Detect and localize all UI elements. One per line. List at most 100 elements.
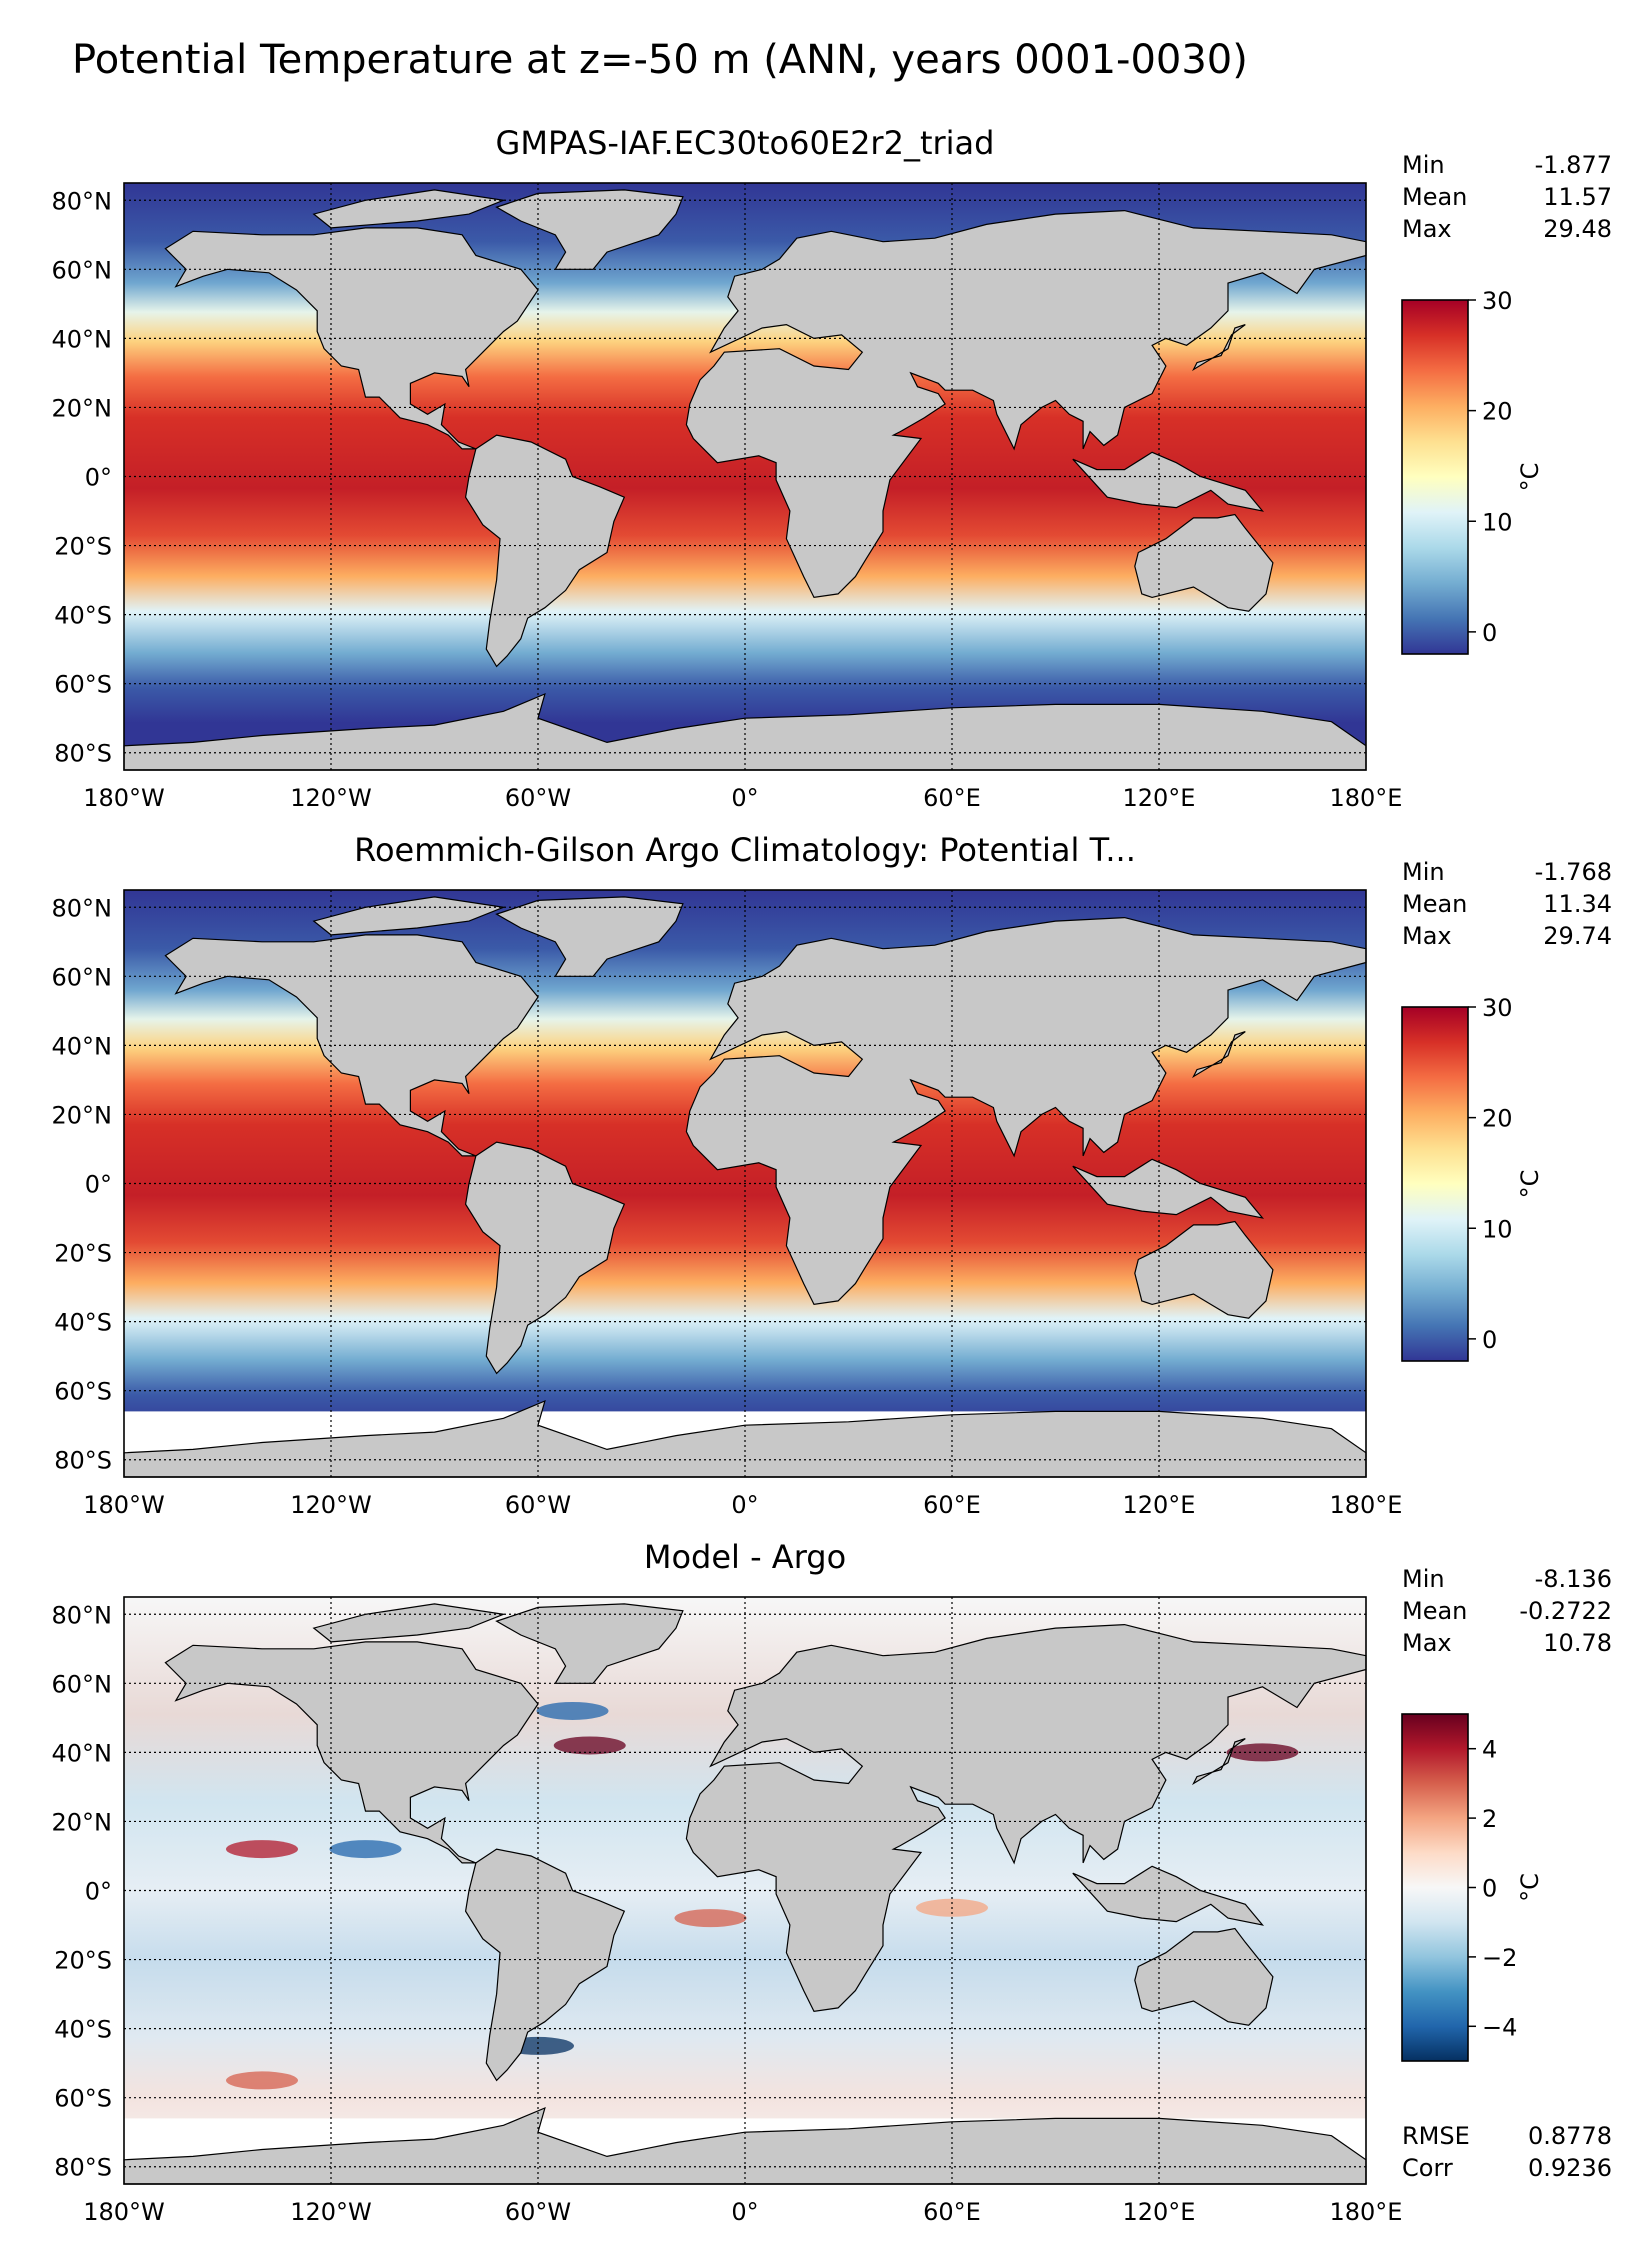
y-tick-label: 80°N	[52, 1601, 113, 1629]
colorbar-tick-label: 4	[1482, 1736, 1497, 1764]
colorbar-tick-label: 20	[1482, 398, 1513, 426]
y-tick-label: 80°S	[54, 740, 112, 768]
x-tick-label: 60°E	[923, 1491, 981, 1519]
land-indonesia	[1072, 1865, 1265, 1926]
stat-value: -8.136	[1535, 1565, 1612, 1593]
land-eurasia-africa	[685, 916, 1367, 1306]
stat-label: Mean	[1402, 183, 1467, 211]
land-north-america	[164, 1641, 539, 1864]
land-japan-nz	[1192, 324, 1246, 372]
colorbar-bar	[1401, 1713, 1469, 2062]
colorbar: 0 10 20 30 °C	[1401, 287, 1544, 655]
land-australia	[1134, 1220, 1274, 1319]
land-indonesia	[1072, 451, 1265, 512]
x-tick-label: 60°W	[505, 784, 571, 812]
colorbar-tick-label: 2	[1482, 1805, 1497, 1833]
stat-label: Min	[1402, 858, 1445, 886]
y-tick-label: 0°	[85, 1878, 112, 1906]
map-frame	[123, 889, 1367, 1478]
land-australia	[1134, 1927, 1274, 2026]
panel-title: GMPAS-IAF.EC30to60E2r2_triad	[496, 124, 995, 162]
land-greenland	[495, 896, 684, 977]
y-tick-label: 0°	[85, 1171, 112, 1199]
anomaly-blob	[226, 1840, 298, 1859]
stat-value: -0.2722	[1519, 1597, 1612, 1625]
land-arctic-islands	[312, 896, 506, 936]
x-tick-label: 0°	[731, 2198, 758, 2226]
y-tick-label: 40°S	[54, 2016, 112, 2044]
stat-value: 11.34	[1543, 890, 1612, 918]
footer-stat-value: 0.9236	[1528, 2154, 1612, 2182]
figure-title: Potential Temperature at z=-50 m (ANN, y…	[72, 37, 1248, 83]
colorbar-tick-label: 30	[1482, 287, 1513, 315]
land-north-america	[164, 934, 539, 1157]
colorbar-tick-label: 0	[1482, 619, 1497, 647]
anomaly-blob	[553, 1736, 626, 1755]
map-frame	[123, 1596, 1367, 2185]
y-tick-label: 20°N	[52, 394, 113, 422]
y-tick-label: 60°S	[54, 1378, 112, 1406]
footer-stat-label: Corr	[1402, 2154, 1453, 2182]
colorbar-tick-label: −4	[1482, 2013, 1517, 2041]
y-tick-label: 60°N	[52, 963, 113, 991]
stat-value: -1.768	[1535, 858, 1612, 886]
colorbar-tick-label: 30	[1482, 994, 1513, 1022]
x-tick-label: 0°	[731, 1491, 758, 1519]
x-tick-label: 180°E	[1330, 2198, 1403, 2226]
anomaly-blob	[674, 1909, 747, 1928]
map-frame	[123, 182, 1367, 771]
colorbar-tick-label: 10	[1482, 1215, 1513, 1243]
x-tick-label: 120°E	[1123, 1491, 1196, 1519]
land-australia	[1134, 513, 1274, 612]
stat-value: 29.48	[1543, 215, 1612, 243]
stat-label: Min	[1402, 1565, 1445, 1593]
panel-title: Roemmich-Gilson Argo Climatology: Potent…	[354, 831, 1136, 869]
stat-label: Max	[1402, 1629, 1452, 1657]
y-tick-label: 0°	[85, 464, 112, 492]
stat-label: Mean	[1402, 1597, 1467, 1625]
x-tick-label: 120°E	[1123, 2198, 1196, 2226]
x-tick-label: 180°W	[83, 2198, 165, 2226]
y-tick-label: 20°S	[54, 1240, 112, 1268]
colorbar-tick-label: 20	[1482, 1105, 1513, 1133]
land-south-america	[464, 1141, 626, 1375]
anomaly-blob	[536, 1701, 609, 1720]
x-tick-label: 180°E	[1330, 784, 1403, 812]
land-north-america	[164, 227, 539, 450]
stat-value: 29.74	[1543, 922, 1612, 950]
y-tick-label: 20°S	[54, 1947, 112, 1975]
y-tick-label: 80°S	[54, 1447, 112, 1475]
map-panel-2: Roemmich-Gilson Argo Climatology: Potent…	[52, 831, 1613, 1519]
panel-title: Model - Argo	[644, 1538, 846, 1576]
map-panel-3: Model - Argo 180°W 120°W 60°W 0° 60°E 120°E 180…	[52, 1538, 1613, 2226]
x-tick-label: 180°W	[83, 1491, 165, 1519]
y-tick-label: 60°N	[52, 1670, 113, 1698]
y-tick-label: 20°N	[52, 1808, 113, 1836]
colorbar-tick-label: 10	[1482, 508, 1513, 536]
y-tick-label: 80°S	[54, 2154, 112, 2182]
y-tick-label: 40°N	[52, 1739, 113, 1767]
x-tick-label: 60°W	[505, 1491, 571, 1519]
y-tick-label: 80°N	[52, 187, 113, 215]
land-indonesia	[1072, 1158, 1265, 1219]
colorbar-bar	[1401, 1006, 1469, 1362]
x-tick-label: 180°W	[83, 784, 165, 812]
land-eurasia-africa	[685, 1623, 1367, 2013]
land-japan-nz	[1192, 1031, 1246, 1079]
land-south-america	[464, 434, 626, 668]
y-tick-label: 60°S	[54, 671, 112, 699]
y-tick-label: 80°N	[52, 894, 113, 922]
x-tick-label: 60°W	[505, 2198, 571, 2226]
stat-label: Min	[1402, 151, 1445, 179]
colorbar-bar	[1401, 299, 1469, 655]
colorbar-tick-label: −2	[1482, 1944, 1517, 1972]
x-tick-label: 120°W	[290, 2198, 372, 2226]
land-greenland	[495, 189, 684, 270]
x-tick-label: 60°E	[923, 784, 981, 812]
stat-value: 10.78	[1543, 1629, 1612, 1657]
stat-value: -1.877	[1535, 151, 1612, 179]
colorbar-tick-label: 0	[1482, 1875, 1497, 1903]
y-tick-label: 60°S	[54, 2085, 112, 2113]
map-panel-1: GMPAS-IAF.EC30to60E2r2_triad 180°W 120°W 60…	[52, 124, 1613, 812]
